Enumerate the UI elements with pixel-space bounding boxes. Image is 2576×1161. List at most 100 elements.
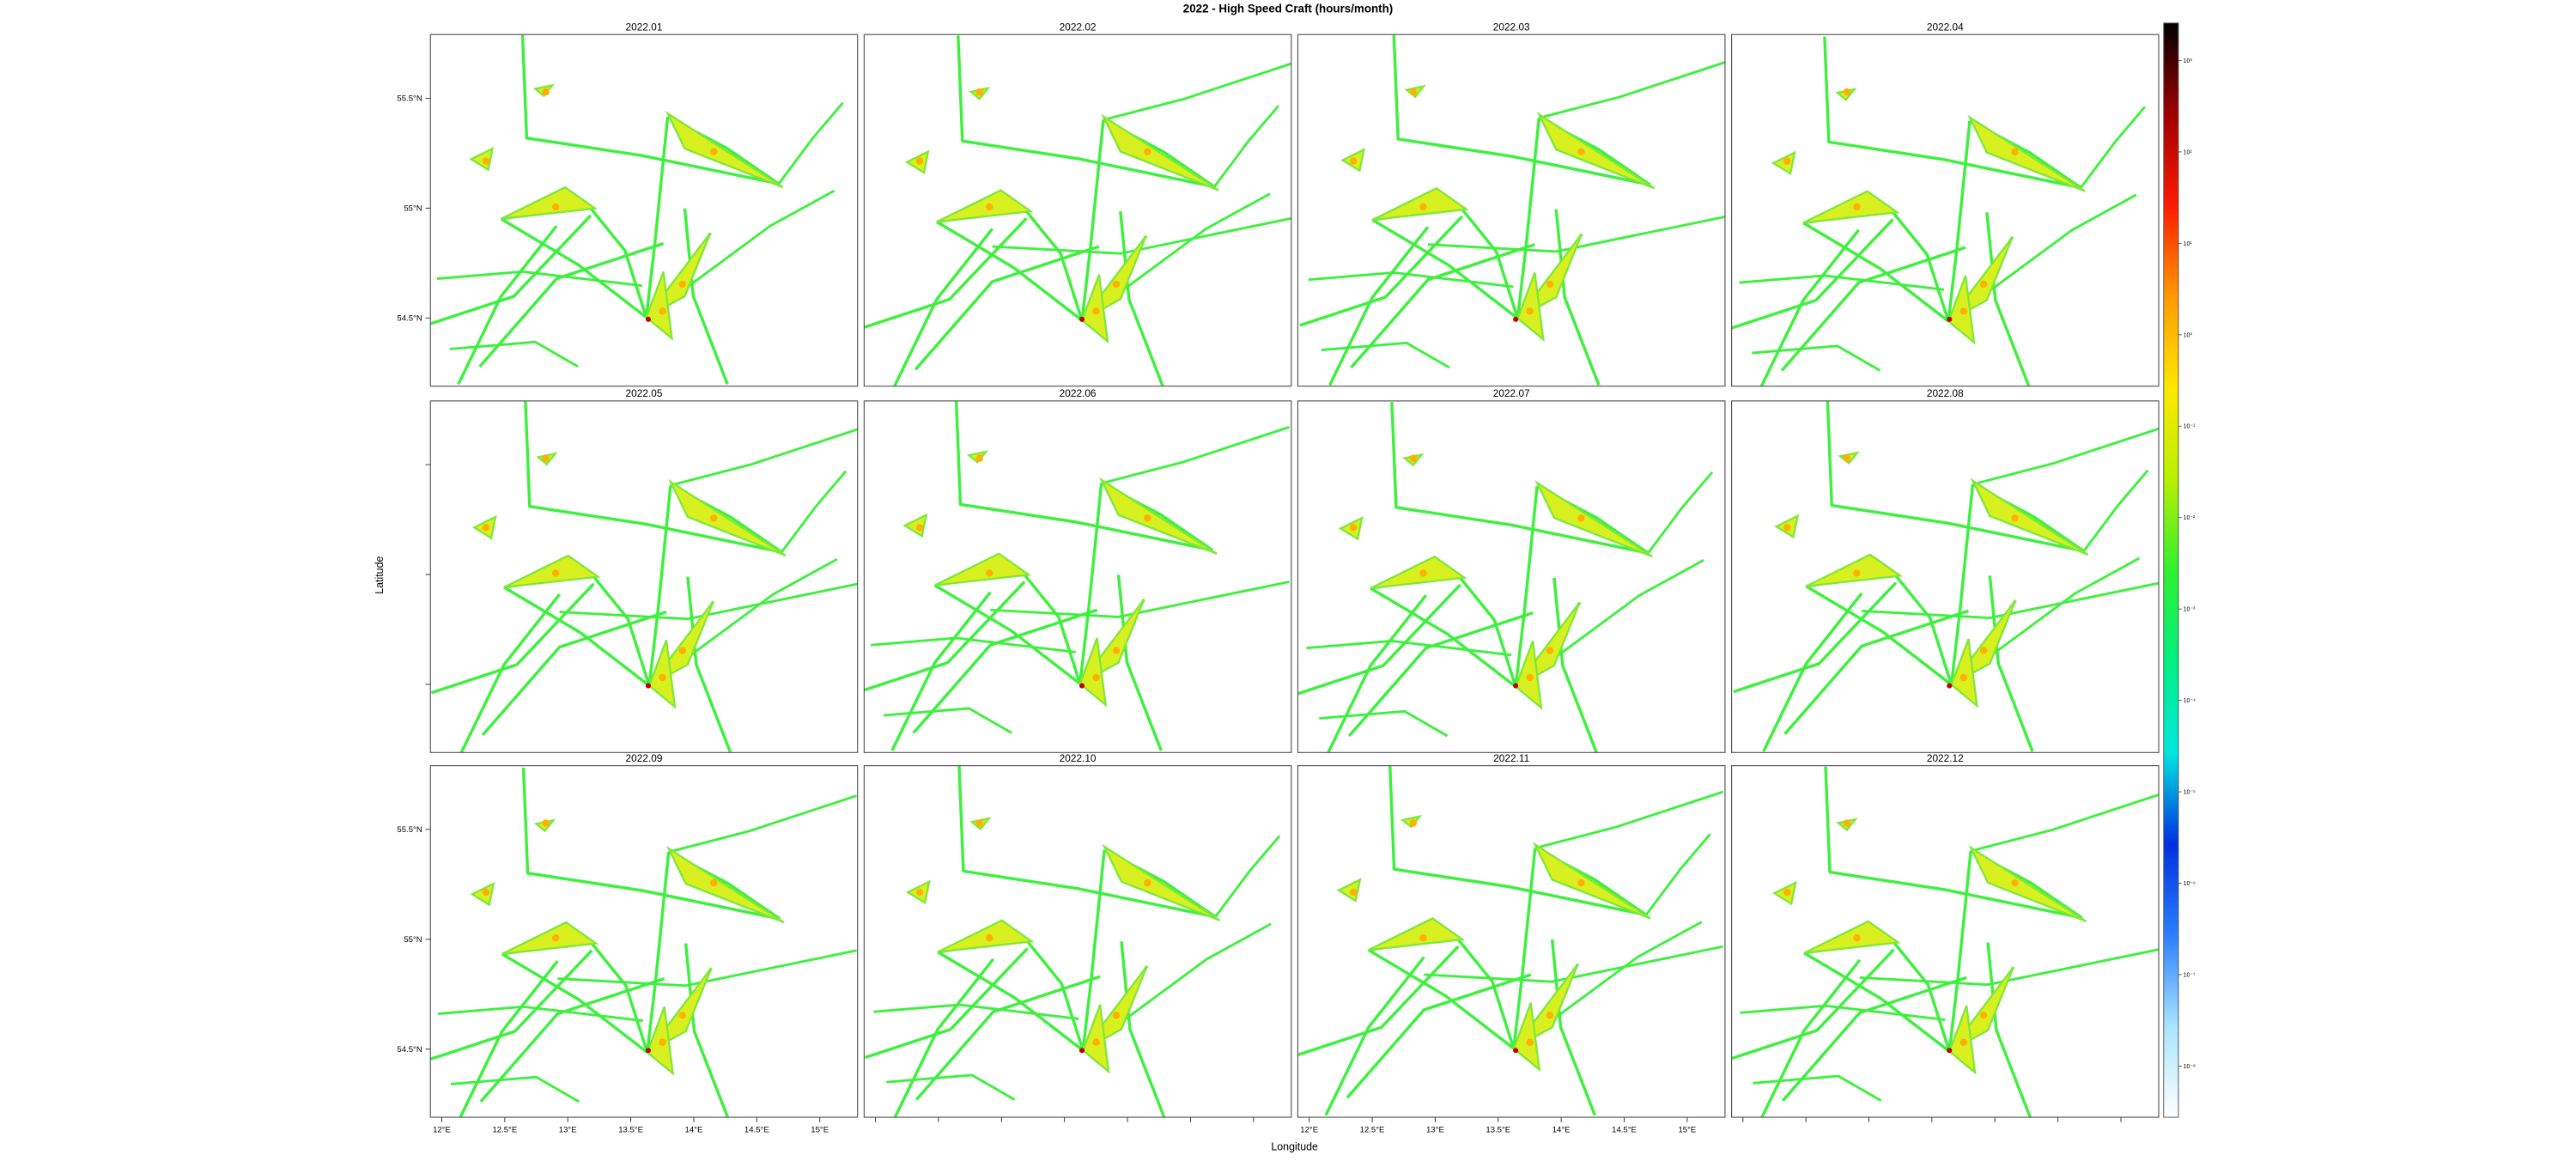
traffic-route: [1805, 585, 1953, 686]
panel-background: [1731, 765, 2160, 1118]
colorbar-tick-label: 10⁻²: [2184, 515, 2196, 521]
traffic-route: [1986, 942, 2032, 1118]
traffic-peak: [1144, 878, 1151, 887]
traffic-route: [1760, 958, 1862, 1118]
traffic-route: [864, 217, 1028, 329]
traffic-route: [1892, 211, 1950, 322]
panel-border: [429, 765, 859, 1118]
traffic-peak: [1092, 307, 1100, 315]
traffic-peak: [710, 148, 718, 155]
traffic-route: [933, 584, 1081, 685]
traffic-route: [1306, 640, 1512, 657]
traffic-route: [886, 1073, 1016, 1101]
traffic-peak: [915, 524, 924, 532]
traffic-route: [1319, 709, 1449, 738]
panel-border: [429, 33, 859, 387]
traffic-peak: [1526, 1038, 1534, 1046]
traffic-peak: [1979, 1012, 1988, 1019]
x-tick-label: 13.5°E: [618, 1125, 643, 1134]
x-tick-label: 12°E: [1300, 1125, 1318, 1134]
traffic-peak: [1853, 934, 1861, 942]
map-panel: 2022.06: [863, 387, 1292, 753]
y-tick-label: 54.5°N: [397, 1045, 422, 1055]
traffic-route: [1803, 951, 1951, 1053]
traffic-peak: [551, 569, 560, 577]
traffic-peak: [975, 819, 983, 827]
traffic-peak: [678, 647, 686, 654]
traffic-hotspot: [1532, 842, 1651, 920]
traffic-route: [1346, 973, 1532, 1099]
traffic-route: [1214, 835, 1281, 918]
traffic-route: [1424, 945, 1723, 983]
traffic-hotspot: [668, 478, 787, 557]
map-panel: 2022.04: [1731, 21, 2160, 387]
traffic-route: [1550, 939, 1597, 1116]
traffic-route: [2080, 106, 2147, 189]
traffic-route: [1347, 611, 1534, 738]
traffic-peak: [678, 1012, 686, 1019]
traffic-route: [914, 975, 1101, 1101]
x-tick-label: 13.5°E: [1485, 1125, 1510, 1134]
colorbar-tick-label: 10⁻¹: [2184, 424, 2196, 430]
traffic-peak: [551, 934, 560, 942]
colorbar-tick-label: 10⁻⁴: [2184, 698, 2196, 704]
traffic-route: [457, 225, 558, 386]
panel-title: 2022.04: [1927, 21, 1964, 33]
traffic-route: [459, 960, 559, 1118]
traffic-peak: [1843, 819, 1851, 827]
traffic-peak: [482, 888, 490, 897]
panel-background: [1297, 765, 1725, 1118]
traffic-route: [912, 608, 1098, 734]
traffic-route: [1025, 210, 1084, 321]
traffic-peak: [542, 454, 550, 462]
map-panel: 2022.12: [1731, 752, 2160, 1122]
traffic-route: [459, 593, 562, 753]
x-tick-label: 14°E: [1552, 1125, 1571, 1134]
port-peak: [1947, 316, 1953, 322]
traffic-route: [450, 1075, 580, 1103]
x-tick-label: 14°E: [685, 1125, 703, 1134]
traffic-hotspot: [1101, 113, 1219, 191]
map-panel: 2022.02: [863, 21, 1292, 387]
x-tick-label: 13°E: [1426, 1125, 1444, 1134]
traffic-layer: [430, 767, 858, 1118]
panel-title: 2022.11: [1493, 752, 1529, 764]
traffic-hotspot: [1805, 553, 1904, 587]
traffic-route: [1752, 344, 1881, 372]
traffic-hotspot: [1512, 1002, 1541, 1073]
traffic-hotspot: [665, 110, 784, 189]
traffic-route: [1119, 210, 1164, 386]
x-tick-label: 15°E: [1679, 1125, 1697, 1134]
traffic-peak: [482, 157, 490, 165]
traffic-peak: [1979, 647, 1988, 654]
traffic-peak: [915, 157, 924, 165]
traffic-route: [1461, 208, 1520, 319]
traffic-layer: [430, 34, 844, 386]
traffic-route: [1321, 341, 1450, 369]
y-tick-label: 55.5°N: [397, 825, 422, 835]
traffic-peak: [1546, 280, 1554, 289]
traffic-peak: [710, 514, 718, 522]
traffic-route: [1893, 941, 1951, 1052]
traffic-route: [1824, 766, 2082, 920]
traffic-route: [590, 942, 649, 1054]
traffic-hotspot: [1370, 555, 1467, 590]
traffic-hotspot: [501, 185, 598, 221]
traffic-layer: [864, 765, 1281, 1118]
traffic-route: [670, 428, 858, 487]
traffic-peak: [975, 454, 983, 462]
traffic-route: [992, 216, 1291, 255]
traffic-route: [1328, 226, 1430, 386]
traffic-hotspot: [1371, 186, 1469, 222]
traffic-route: [521, 767, 781, 921]
traffic-peak: [1959, 307, 1968, 315]
map-panel: 2022.01 54.5°N 55°N 55.5°N: [397, 21, 859, 387]
port-peak: [645, 1048, 652, 1054]
traffic-peak: [1092, 673, 1100, 682]
traffic-route: [954, 400, 1213, 552]
traffic-route: [1367, 948, 1515, 1050]
traffic-peak: [1783, 888, 1791, 897]
panel-title: 2022.08: [1927, 387, 1964, 399]
colorbar-tick-label: 10¹: [2184, 241, 2193, 247]
traffic-peak: [1577, 878, 1585, 887]
